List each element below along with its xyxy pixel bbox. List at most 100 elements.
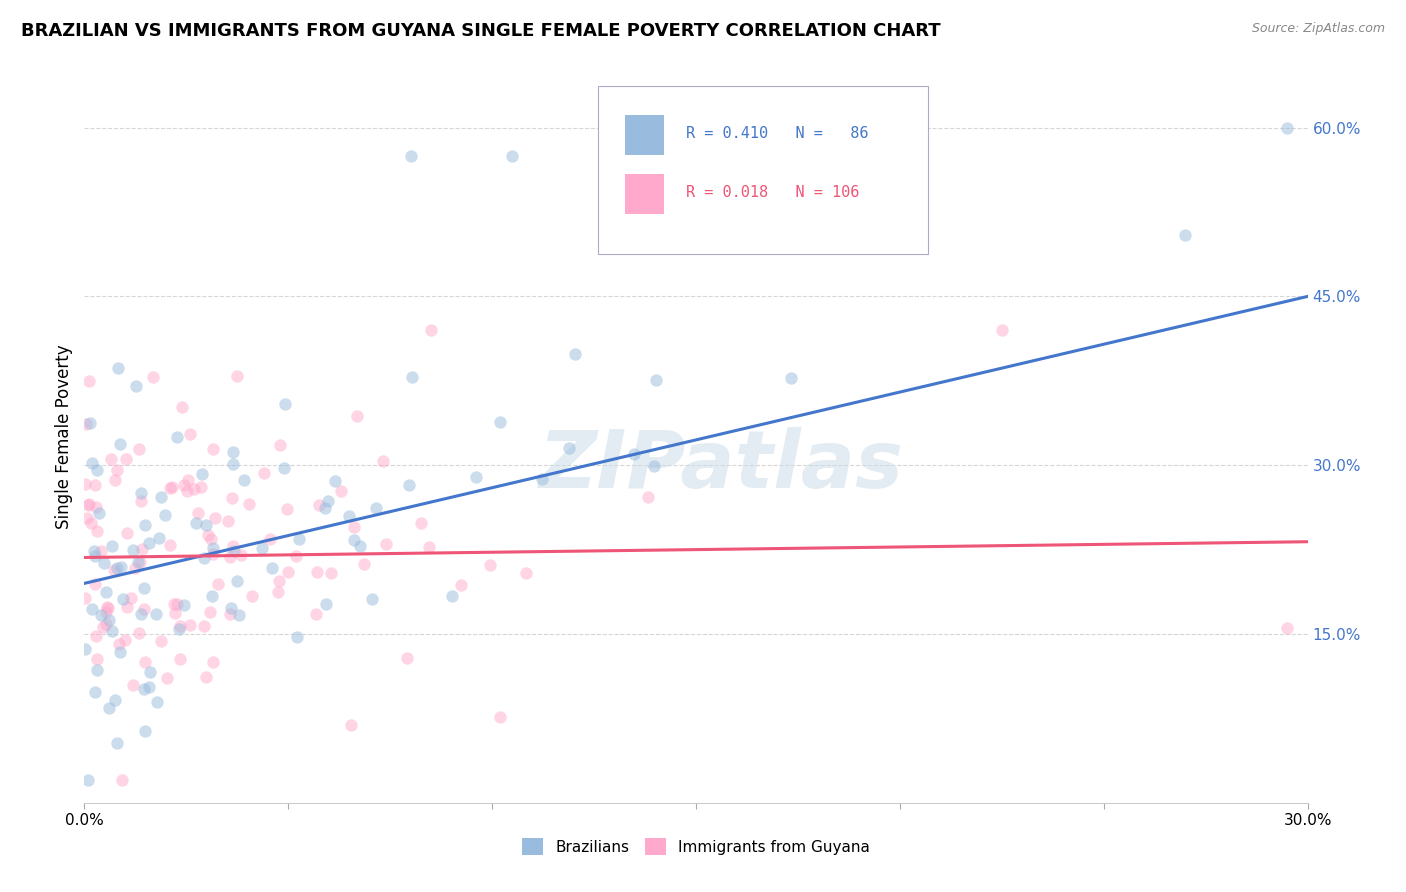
Point bbox=[259, 533, 281, 547]
Point bbox=[75, 477, 97, 491]
Point bbox=[114, 452, 136, 467]
Point bbox=[156, 671, 179, 685]
Text: R = 0.410   N =   86: R = 0.410 N = 86 bbox=[686, 126, 869, 141]
Legend: Brazilians, Immigrants from Guyana: Brazilians, Immigrants from Guyana bbox=[516, 832, 876, 861]
Point bbox=[219, 607, 242, 621]
Point bbox=[193, 550, 215, 565]
Point bbox=[343, 519, 366, 533]
Point bbox=[623, 447, 645, 461]
Point bbox=[96, 599, 118, 614]
Point bbox=[307, 565, 329, 579]
Point bbox=[86, 629, 108, 643]
Point bbox=[166, 430, 188, 444]
Point bbox=[349, 539, 371, 553]
Point bbox=[179, 427, 201, 442]
Point bbox=[112, 592, 135, 607]
Point bbox=[183, 483, 205, 497]
Point bbox=[193, 618, 215, 632]
Point bbox=[225, 369, 247, 384]
Point bbox=[315, 598, 337, 612]
Point bbox=[643, 458, 665, 473]
Point bbox=[100, 452, 122, 467]
Point bbox=[440, 589, 463, 603]
Point bbox=[398, 478, 420, 492]
Point bbox=[120, 591, 142, 606]
Point bbox=[114, 632, 136, 647]
Point bbox=[644, 194, 666, 208]
Point bbox=[128, 625, 150, 640]
Point bbox=[94, 617, 117, 632]
Point bbox=[131, 541, 153, 556]
Point bbox=[323, 474, 346, 488]
Point bbox=[321, 566, 343, 580]
Point bbox=[179, 618, 201, 632]
Point bbox=[225, 574, 247, 588]
Point bbox=[163, 597, 186, 611]
Point bbox=[77, 374, 100, 388]
Point bbox=[204, 511, 226, 525]
Point bbox=[232, 473, 254, 487]
Point bbox=[219, 601, 242, 615]
Point bbox=[110, 437, 132, 451]
Point bbox=[79, 416, 101, 430]
Point bbox=[134, 655, 156, 669]
Point bbox=[222, 445, 245, 459]
Point bbox=[169, 618, 191, 632]
Point bbox=[107, 736, 129, 750]
Point bbox=[107, 636, 129, 650]
Point bbox=[127, 555, 149, 569]
Point bbox=[374, 537, 396, 551]
Point bbox=[129, 555, 152, 569]
Point bbox=[194, 517, 217, 532]
Point bbox=[84, 685, 107, 699]
Point bbox=[308, 498, 330, 512]
Point bbox=[82, 602, 104, 616]
Point bbox=[159, 538, 181, 552]
Point bbox=[129, 486, 152, 500]
Point bbox=[77, 498, 100, 512]
Point bbox=[153, 508, 176, 522]
Point bbox=[343, 533, 366, 547]
Point bbox=[76, 511, 98, 525]
Point bbox=[221, 491, 243, 505]
Point bbox=[195, 670, 218, 684]
Point bbox=[170, 401, 193, 415]
Point bbox=[450, 578, 472, 592]
Point bbox=[167, 622, 190, 636]
Point bbox=[991, 323, 1014, 337]
Point bbox=[314, 500, 336, 515]
Point bbox=[1277, 621, 1299, 635]
Point bbox=[184, 516, 207, 530]
Point bbox=[637, 490, 659, 504]
Point bbox=[108, 645, 131, 659]
Point bbox=[269, 438, 291, 452]
Point bbox=[361, 592, 384, 607]
Point bbox=[238, 497, 260, 511]
Point bbox=[142, 369, 165, 384]
Point bbox=[97, 613, 120, 627]
Point bbox=[84, 577, 107, 591]
Point bbox=[1277, 120, 1299, 135]
Point bbox=[90, 607, 112, 622]
Point bbox=[86, 651, 108, 665]
Point bbox=[217, 515, 239, 529]
Point bbox=[201, 442, 224, 456]
Point bbox=[148, 531, 170, 545]
Point bbox=[644, 373, 666, 387]
Point bbox=[105, 561, 128, 575]
Point bbox=[267, 585, 290, 599]
Point bbox=[122, 543, 145, 558]
Point bbox=[84, 549, 107, 563]
Point bbox=[104, 473, 127, 487]
Point bbox=[1174, 227, 1197, 242]
Point bbox=[169, 651, 191, 665]
Point bbox=[202, 541, 225, 555]
Point bbox=[94, 605, 117, 619]
Point bbox=[288, 532, 311, 546]
Point bbox=[262, 561, 284, 575]
FancyBboxPatch shape bbox=[598, 86, 928, 254]
Point bbox=[73, 591, 96, 605]
Point bbox=[231, 548, 253, 562]
Point bbox=[330, 484, 353, 499]
Point bbox=[101, 624, 124, 639]
